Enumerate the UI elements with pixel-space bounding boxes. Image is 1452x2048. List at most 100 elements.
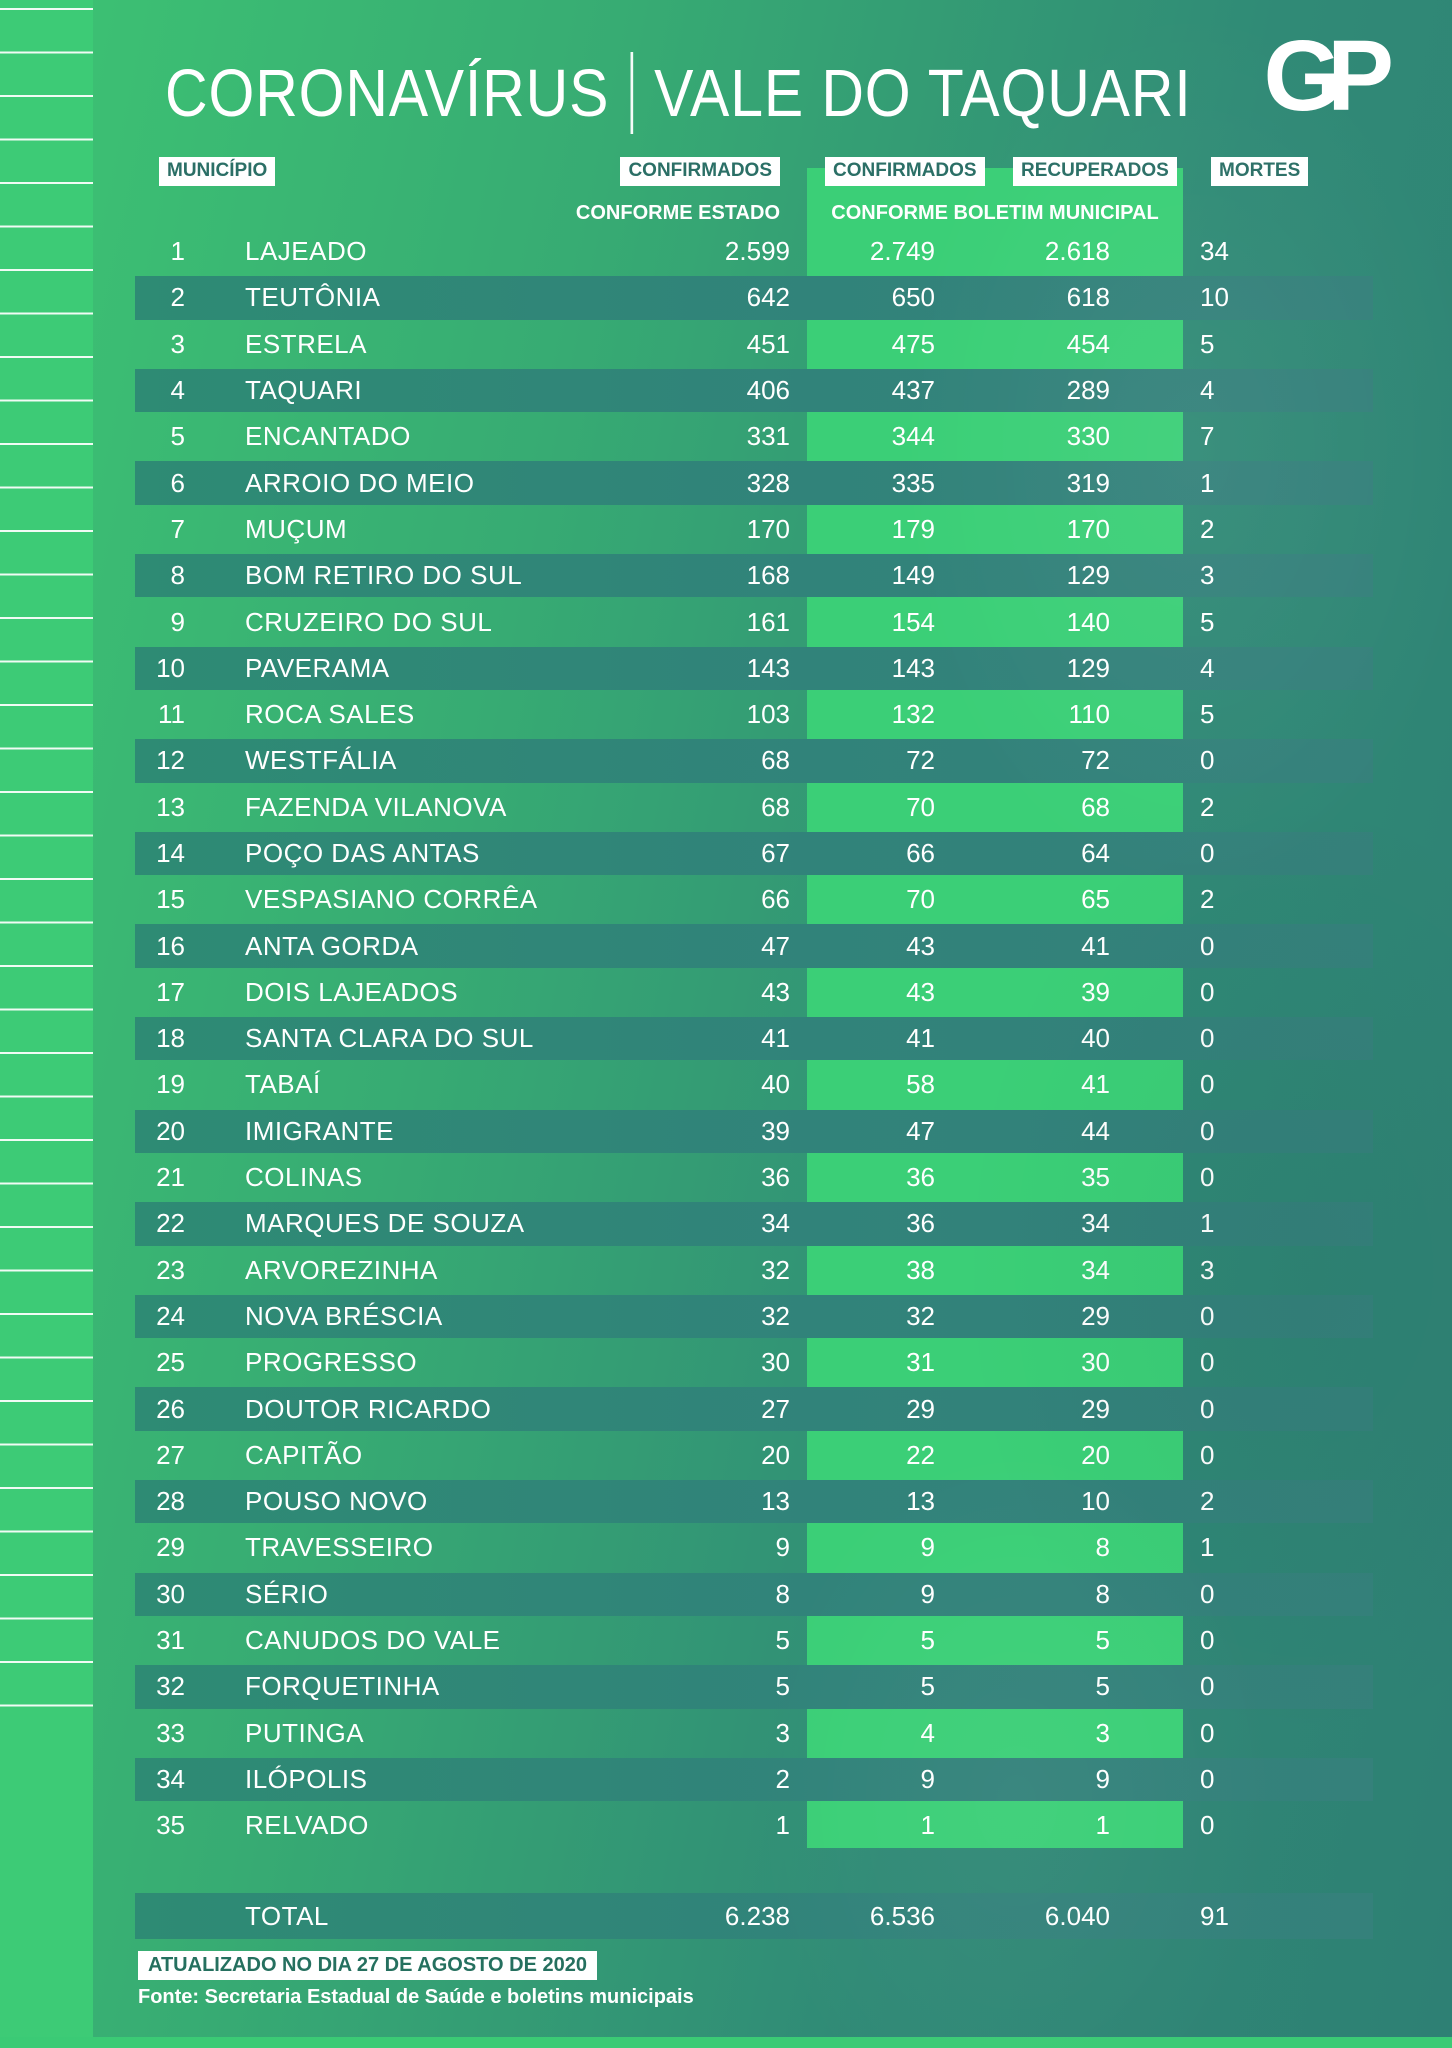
row-municipality: PROGRESSO [245,1347,418,1378]
row-recovered: 20 [1081,1439,1110,1470]
table-row: 16 ANTA GORDA 47 43 41 0 [135,924,1373,970]
row-confirmed-municipal: 29 [906,1393,935,1424]
row-rank: 2 [170,282,185,313]
row-municipality: SÉRIO [245,1578,329,1609]
row-deaths: 1 [1200,1532,1215,1563]
table-row: 3 ESTRELA 451 475 454 5 [135,323,1373,369]
total-recovered: 6.040 [1044,1900,1110,1931]
row-confirmed-state: 47 [761,930,790,961]
row-recovered: 5 [1095,1625,1110,1656]
row-rank: 34 [156,1763,185,1794]
row-municipality: PUTINGA [245,1717,365,1748]
table-row: 18 SANTA CLARA DO SUL 41 41 40 0 [135,1017,1373,1063]
table-row: 10 PAVERAMA 143 143 129 4 [135,646,1373,693]
row-recovered: 10 [1081,1486,1110,1517]
row-rank: 20 [156,1115,185,1146]
row-rank: 16 [156,930,185,961]
left-decorative-strip [0,0,93,2048]
municipality-table: 1 LAJEADO 2.599 2.749 2.618 34 2 TEUTÔNI… [135,230,1373,1850]
table-row: 34 ILÓPOLIS 2 9 9 0 [135,1757,1373,1804]
row-confirmed-municipal: 41 [906,1023,935,1054]
row-recovered: 9 [1095,1763,1110,1794]
row-rank: 28 [156,1486,185,1517]
table-row: 30 SÉRIO 8 9 8 0 [135,1572,1373,1619]
row-confirmed-municipal: 47 [906,1115,935,1146]
table-row: 32 FORQUETINHA 5 5 5 0 [135,1665,1373,1711]
row-confirmed-municipal: 149 [891,560,935,591]
row-rank: 6 [170,467,185,498]
column-header-municipio: MUNICÍPIO [159,157,276,186]
row-deaths: 2 [1200,513,1215,544]
row-confirmed-municipal: 1 [920,1810,935,1841]
row-confirmed-municipal: 9 [920,1532,935,1563]
row-confirmed-state: 328 [746,467,790,498]
bottom-accent-bar [0,2037,1452,2048]
row-deaths: 0 [1200,1763,1215,1794]
table-row: 31 CANUDOS DO VALE 5 5 5 0 [135,1619,1373,1665]
row-recovered: 289 [1066,375,1110,406]
column-header-mortes: MORTES [1211,157,1309,186]
row-confirmed-state: 331 [746,421,790,452]
table-row: 4 TAQUARI 406 437 289 4 [135,368,1373,415]
row-rank: 27 [156,1439,185,1470]
row-confirmed-state: 103 [746,699,790,730]
row-rank: 32 [156,1671,185,1702]
row-rank: 14 [156,838,185,868]
row-confirmed-state: 642 [746,282,790,313]
table-row: 28 POUSO NOVO 13 13 10 2 [135,1480,1373,1526]
table-row: 2 TEUTÔNIA 642 650 618 10 [135,276,1373,322]
row-confirmed-municipal: 344 [891,421,935,452]
row-deaths: 0 [1200,1717,1215,1748]
row-confirmed-state: 168 [746,560,790,591]
row-rank: 19 [156,1069,185,1100]
row-municipality: TRAVESSEIRO [245,1532,434,1563]
row-deaths: 2 [1200,884,1215,915]
table-row: 11 ROCA SALES 103 132 110 5 [135,693,1373,739]
row-recovered: 34 [1081,1208,1110,1239]
row-recovered: 68 [1081,791,1110,822]
row-deaths: 5 [1200,699,1215,730]
row-rank: 15 [156,884,185,915]
row-municipality: MARQUES DE SOUZA [245,1208,525,1239]
total-deaths: 91 [1200,1900,1229,1931]
row-confirmed-municipal: 475 [891,328,935,359]
row-deaths: 0 [1200,1347,1215,1378]
table-row: 8 BOM RETIRO DO SUL 168 149 129 3 [135,554,1373,600]
row-rank: 12 [156,745,185,776]
row-municipality: VESPASIANO CORRÊA [245,884,538,915]
row-confirmed-state: 170 [746,513,790,544]
row-rank: 29 [156,1532,185,1563]
row-rank: 8 [170,560,185,591]
row-confirmed-state: 32 [761,1254,790,1285]
row-recovered: 41 [1081,1069,1110,1100]
row-rank: 13 [156,791,185,822]
row-rank: 1 [170,236,185,267]
row-municipality: RELVADO [245,1810,369,1841]
row-confirmed-state: 2 [775,1763,790,1794]
row-municipality: TABAÍ [245,1069,321,1100]
row-deaths: 0 [1200,1439,1215,1470]
row-recovered: 170 [1066,513,1110,544]
table-row: 21 COLINAS 36 36 35 0 [135,1156,1373,1202]
row-confirmed-state: 68 [761,745,790,776]
table-row: 35 RELVADO 1 1 1 0 [135,1804,1373,1850]
row-deaths: 2 [1200,1486,1215,1517]
row-recovered: 330 [1066,421,1110,452]
row-rank: 33 [156,1717,185,1748]
row-deaths: 3 [1200,1254,1215,1285]
row-rank: 17 [156,976,185,1007]
row-confirmed-municipal: 43 [906,930,935,961]
row-deaths: 0 [1200,1671,1215,1702]
table-row: 23 ARVOREZINHA 32 38 34 3 [135,1249,1373,1295]
row-confirmed-state: 40 [761,1069,790,1100]
row-confirmed-state: 68 [761,791,790,822]
row-recovered: 8 [1095,1532,1110,1563]
row-deaths: 0 [1200,976,1215,1007]
row-confirmed-state: 143 [746,652,790,683]
row-municipality: FORQUETINHA [245,1671,440,1702]
row-confirmed-municipal: 143 [891,652,935,683]
row-deaths: 0 [1200,1069,1215,1100]
row-deaths: 7 [1200,421,1215,452]
table-row: 5 ENCANTADO 331 344 330 7 [135,415,1373,461]
